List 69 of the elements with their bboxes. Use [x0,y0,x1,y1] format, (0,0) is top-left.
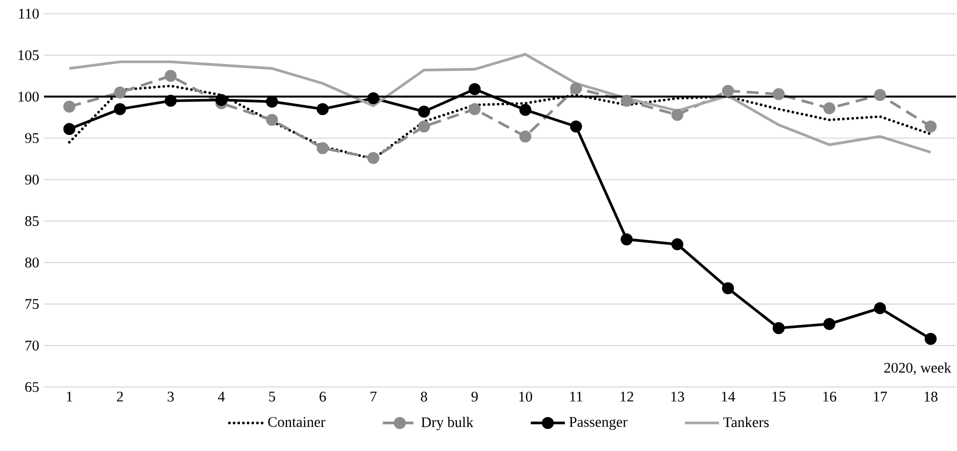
point [519,130,532,142]
point [114,86,126,98]
point [823,318,836,330]
x-tick-label: 8 [420,392,428,402]
y-tick-label: 90 [25,174,39,185]
point [823,102,836,114]
point [620,233,633,246]
point [418,106,430,118]
point [468,83,481,96]
x-tick-label: 17 [874,392,887,402]
point [570,82,582,94]
y-tick-label: 75 [26,299,39,309]
y-tick-label: 110 [19,8,39,19]
point [164,94,177,107]
point [215,94,228,106]
point [671,108,684,121]
annotation: 2020, week [884,362,952,375]
y-tick-label: 95 [25,133,39,144]
point [874,88,886,101]
point [468,103,481,116]
point [367,152,380,164]
point [63,122,76,135]
point [570,120,582,133]
point [316,103,329,116]
point [874,302,886,314]
point [367,92,380,104]
legend-label: Tankers [723,416,769,428]
point [772,322,785,334]
y-tick-label: 85 [25,216,39,226]
x-tick-label: 15 [772,392,786,402]
point [266,114,278,126]
y-tick-label: 100 [18,92,39,102]
point [114,103,126,116]
y-tick-label: 105 [18,50,39,60]
x-tick-label: 13 [671,392,684,402]
point [722,84,734,97]
x-tick-label: 4 [218,392,225,402]
x-tick-label: 3 [168,392,174,402]
point [418,120,430,133]
point [519,104,532,116]
point [63,100,76,113]
y-tick-label: 65 [25,382,39,392]
x-tick-label: 12 [620,392,634,402]
line-series [68,52,932,154]
legend-label: Container [268,417,326,427]
x-tick-label: 5 [269,392,276,402]
x-tick-label: 2 [116,392,123,402]
x-tick-label: 6 [320,392,326,402]
x-tick-label: 9 [471,392,478,402]
legend-label: Passenger [569,417,628,430]
x-tick-label: 14 [722,392,736,402]
x-tick-label: 1 [66,392,72,402]
x-tick-label: 11 [570,392,582,402]
point [671,238,684,250]
x-tick-label: 18 [924,392,938,402]
point [924,120,937,133]
y-tick-label: 80 [25,258,39,268]
point [620,94,633,107]
x-tick-label: 16 [823,392,836,402]
point [316,142,329,154]
point [164,70,177,82]
point [722,282,734,294]
point [924,332,937,345]
x-tick-label: 10 [519,392,532,402]
y-tick-label: 70 [26,340,39,350]
point [266,96,278,108]
x-tick-label: 7 [370,392,377,402]
point [772,88,785,100]
legend-label: Dry bulk [421,416,474,430]
